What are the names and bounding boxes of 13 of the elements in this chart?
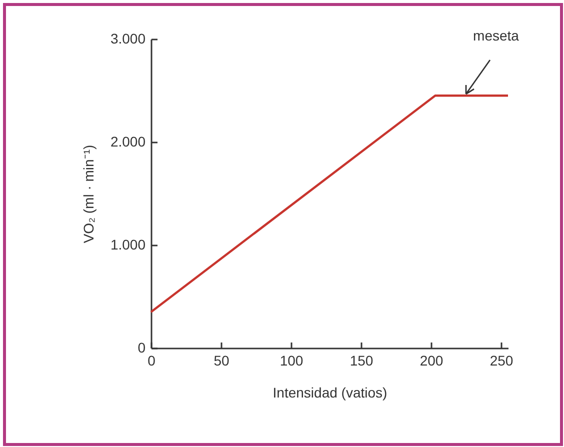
x-tick-label: 150 bbox=[350, 352, 374, 368]
x-tick-label: 0 bbox=[148, 352, 156, 368]
y-tick-label: 1.000 bbox=[110, 236, 146, 252]
y-tick-label: 0 bbox=[138, 340, 146, 356]
x-tick-label: 200 bbox=[420, 352, 444, 368]
y-tick-label: 2.000 bbox=[110, 134, 146, 150]
y-tick-label: 3.000 bbox=[110, 30, 146, 46]
x-tick-label: 100 bbox=[280, 352, 304, 368]
y-axis-title: VO₂ (ml · min⁻¹) bbox=[80, 144, 96, 244]
x-tick-label: 250 bbox=[490, 352, 514, 368]
x-tick-label: 50 bbox=[214, 352, 230, 368]
annotation: meseta bbox=[473, 28, 520, 44]
x-axis-title: Intensidad (vatios) bbox=[272, 384, 388, 400]
